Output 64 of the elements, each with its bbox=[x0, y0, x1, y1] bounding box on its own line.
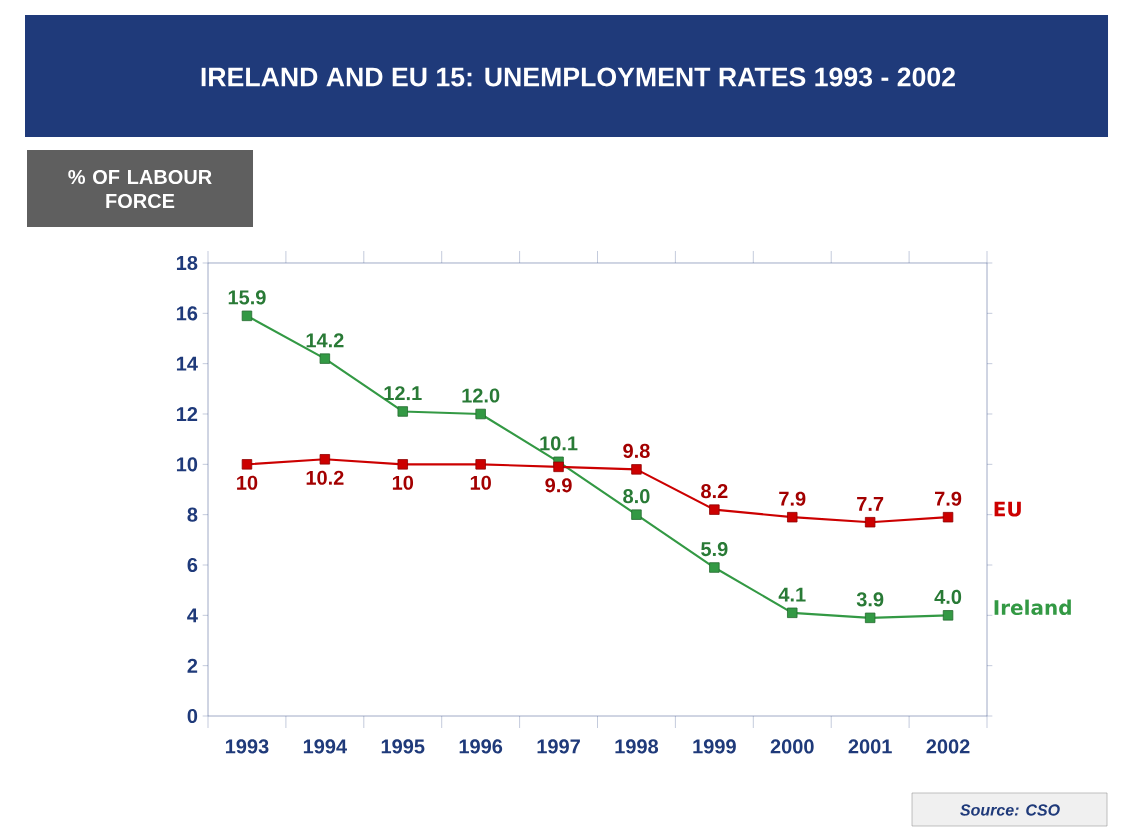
point bbox=[319, 353, 331, 364]
point bbox=[942, 610, 954, 621]
chart-title: IRELAND AND EU 15: UNEMPLOYMENT RATES 1993 - 2002 bbox=[201, 67, 955, 87]
text: Ireland bbox=[994, 599, 1071, 616]
point bbox=[319, 454, 331, 465]
y-tick-label: 4 bbox=[187, 608, 198, 623]
data-label: 12.1 bbox=[384, 386, 422, 401]
point bbox=[397, 406, 408, 417]
data-label: 8.2 bbox=[701, 484, 728, 499]
point bbox=[475, 408, 486, 420]
y-tick-label: 0 bbox=[187, 708, 198, 724]
y-tick-label: 10 bbox=[176, 457, 198, 472]
data-label: 15.9 bbox=[228, 290, 266, 305]
data-label: 4.1 bbox=[778, 587, 806, 602]
data-label: 14.2 bbox=[306, 333, 344, 348]
y-tick-label: 6 bbox=[187, 557, 198, 573]
data-label: 7.7 bbox=[857, 497, 884, 511]
data-label: 10 bbox=[392, 475, 414, 490]
y-axis-title: % OF LABOUR FORCE bbox=[68, 169, 212, 209]
x-tick-label: 1998 bbox=[615, 739, 659, 754]
point bbox=[631, 464, 642, 475]
point bbox=[241, 310, 253, 322]
x-tick-label: 1993 bbox=[225, 739, 269, 754]
point bbox=[709, 562, 720, 573]
x-tick-label: 1994 bbox=[303, 739, 347, 754]
y-tick-label: 12 bbox=[176, 407, 198, 421]
data-label: 7.9 bbox=[935, 491, 962, 506]
point bbox=[397, 459, 408, 470]
text: EU bbox=[994, 501, 1021, 517]
x-tick-label: 1997 bbox=[537, 739, 580, 754]
x-tick-label: 2001 bbox=[848, 739, 892, 754]
y-tick-label: 8 bbox=[187, 507, 198, 522]
point bbox=[553, 461, 564, 473]
data-label: 10.2 bbox=[306, 470, 344, 485]
data-label: 4.0 bbox=[934, 589, 962, 604]
data-label: 5.9 bbox=[701, 541, 728, 557]
point bbox=[864, 517, 876, 528]
point bbox=[787, 607, 798, 619]
data-label: 9.9 bbox=[545, 478, 572, 493]
data-label: 9.8 bbox=[623, 443, 650, 458]
data-label: 10.1 bbox=[540, 436, 578, 451]
point bbox=[709, 504, 720, 515]
x-tick-label: 1996 bbox=[459, 739, 503, 754]
y-tick-label: 14 bbox=[176, 356, 198, 371]
x-tick-label: 2000 bbox=[770, 739, 814, 754]
data-label: 12.0 bbox=[462, 388, 500, 403]
data-label: 10 bbox=[470, 475, 491, 490]
point bbox=[942, 511, 954, 523]
source-note: Source: CSO bbox=[960, 804, 1060, 816]
point bbox=[864, 612, 876, 624]
point bbox=[787, 511, 798, 523]
data-label: 10 bbox=[237, 475, 258, 490]
y-tick-label: 16 bbox=[176, 306, 198, 321]
y-tick-label: 18 bbox=[176, 255, 198, 271]
data-label: 8.0 bbox=[623, 489, 650, 504]
x-tick-label: 1995 bbox=[381, 739, 425, 754]
x-tick-label: 1999 bbox=[693, 739, 736, 754]
point bbox=[475, 459, 486, 470]
data-label: 7.9 bbox=[779, 491, 806, 506]
x-tick-label: 2002 bbox=[926, 739, 970, 754]
point bbox=[241, 459, 253, 470]
point bbox=[631, 509, 642, 520]
data-label: 3.9 bbox=[856, 592, 884, 607]
y-tick-label: 2 bbox=[187, 658, 198, 673]
